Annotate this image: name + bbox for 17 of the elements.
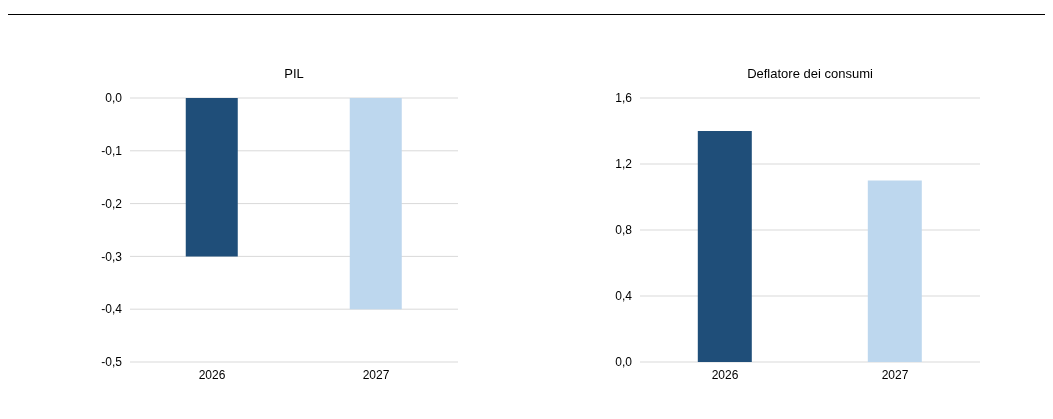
chart-title: PIL [283, 66, 305, 81]
x-tick-label: 2026 [711, 367, 739, 382]
y-tick-label: 1,2 [615, 157, 633, 172]
y-tick-label: -0,1 [101, 144, 123, 159]
y-tick-label: 0,4 [615, 289, 633, 304]
chart-title: Deflatore dei consumi [746, 66, 874, 81]
y-tick-label: -0,2 [101, 196, 123, 211]
x-tick-label: 2027 [362, 367, 390, 382]
y-tick-label: 0,0 [615, 355, 633, 370]
y-tick-label: -0,5 [101, 355, 123, 370]
y-tick-label: 0,0 [105, 91, 123, 106]
y-tick-label: -0,4 [101, 302, 123, 317]
x-tick-label: 2026 [198, 367, 226, 382]
y-tick-label: 0,8 [615, 223, 633, 238]
y-tick-label: -0,3 [101, 249, 123, 264]
y-tick-label: 1,6 [615, 91, 633, 106]
x-tick-label: 2027 [881, 367, 909, 382]
